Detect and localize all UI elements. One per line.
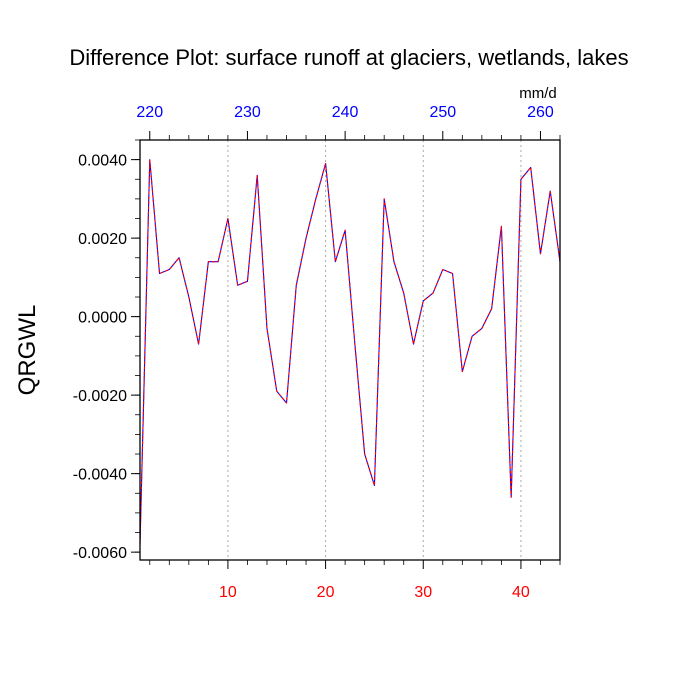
plot-frame [139,139,561,561]
tick-labels: 0.0040 0.0020 0.0000 -0.0020 -0.0040 -0.0060 1… [73,104,554,601]
y-axis-label: QRGWL [14,305,41,396]
x-bottom-tick-label: 20 [317,584,335,601]
y-tick-label: 0.0020 [78,231,127,248]
x-top-tick-label: 250 [429,104,456,121]
series-line-red [139,159,561,545]
x-bottom-tick-label: 40 [512,584,530,601]
x-bottom-tick-label: 10 [219,584,237,601]
units-label: mm/d [519,85,557,102]
x-top-tick-label: 220 [136,104,163,121]
x-top-tick-label: 240 [332,104,359,121]
axes [131,131,561,569]
y-tick-label: -0.0060 [73,545,127,562]
series-layer [139,159,561,545]
chart-title: Difference Plot: surface runoff at glaci… [69,45,628,70]
y-tick-label: 0.0040 [78,153,127,170]
x-top-tick-label: 260 [527,104,554,121]
series-line-blue [139,159,561,545]
x-bottom-tick-label: 30 [414,584,432,601]
grid-lines [227,140,522,560]
y-tick-label: -0.0040 [73,467,127,484]
y-tick-label: -0.0020 [73,388,127,405]
x-top-tick-label: 230 [234,104,261,121]
y-tick-label: 0.0000 [78,310,127,327]
